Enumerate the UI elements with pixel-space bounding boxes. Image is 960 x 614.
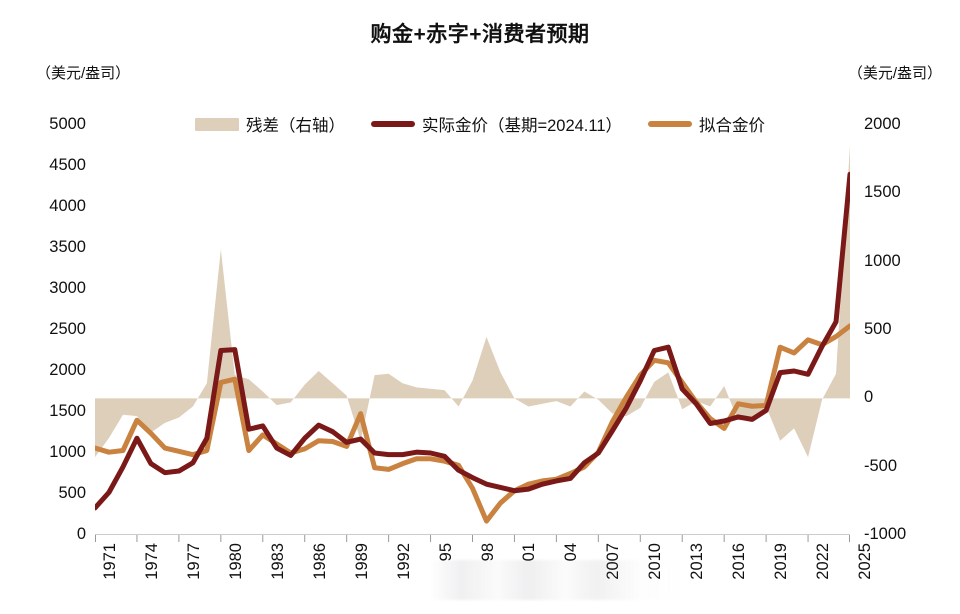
x-axis-tick-1986: 1986 (310, 543, 329, 580)
residual-area-series (95, 145, 850, 458)
left-axis-tick-1500: 1500 (49, 402, 86, 420)
right-axis-tick-1000: 1000 (864, 251, 901, 270)
x-axis-tick-2013: 2013 (688, 543, 707, 580)
x-axis-tick-1971: 1971 (101, 543, 119, 580)
x-axis-tick-2010: 2010 (646, 543, 665, 580)
right-axis-tick-1500: 1500 (864, 183, 901, 202)
x-axis-tick-1974: 1974 (142, 543, 161, 580)
x-axis-tick-1980: 1980 (226, 543, 245, 580)
x-axis-tick-98: 98 (478, 543, 497, 562)
x-axis-tick-2007: 2007 (604, 543, 623, 580)
x-axis-tick-04: 04 (562, 543, 581, 562)
x-axis-tick-1977: 1977 (184, 543, 203, 580)
right-axis-tick--1000: -1000 (864, 525, 907, 543)
x-axis-tick-1989: 1989 (352, 543, 371, 580)
left-axis-tick-3500: 3500 (49, 238, 86, 256)
left-axis-tick-0: 0 (76, 525, 86, 543)
left-axis-tick-1000: 1000 (49, 443, 86, 461)
left-axis-unit-label: （美元/盎司） (36, 65, 131, 82)
right-axis-tick--500: -500 (864, 456, 898, 475)
x-axis-tick-1983: 1983 (268, 543, 287, 580)
left-axis-tick-5000: 5000 (49, 115, 86, 133)
x-axis-tick-95: 95 (436, 543, 455, 562)
x-axis-tickmarks (95, 535, 850, 542)
right-axis-tick-2000: 2000 (864, 115, 901, 133)
x-axis-ticks: 1971 1974 1977 1980 1983 1986 1989 1992 95 98 01 04… (95, 535, 874, 614)
chart-canvas (95, 145, 850, 535)
left-axis-tick-3000: 3000 (49, 279, 86, 297)
left-axis-tick-500: 500 (58, 484, 86, 502)
fitted-gold-price-series (95, 323, 850, 524)
x-axis-tick-2022: 2022 (814, 543, 833, 580)
chart-title: 购金+赤字+消费者预期 (370, 23, 590, 46)
x-axis-tick-01: 01 (520, 543, 539, 562)
right-axis-tick-500: 500 (864, 320, 892, 338)
x-axis-tick-2019: 2019 (772, 543, 791, 580)
actual-gold-price-series (95, 171, 850, 511)
x-axis-tick-2016: 2016 (730, 543, 749, 580)
x-axis-tick-1992: 1992 (394, 543, 413, 580)
x-axis-tick-2025: 2025 (856, 543, 874, 580)
left-axis-tick-4000: 4000 (49, 197, 86, 215)
left-axis-tick-2000: 2000 (49, 361, 86, 379)
left-axis-tick-4500: 4500 (49, 156, 86, 174)
plot-area (95, 125, 850, 535)
right-axis-unit-label: （美元/盎司） (847, 65, 942, 82)
right-axis-tick-0: 0 (864, 388, 874, 407)
left-axis-tick-2500: 2500 (49, 320, 86, 338)
